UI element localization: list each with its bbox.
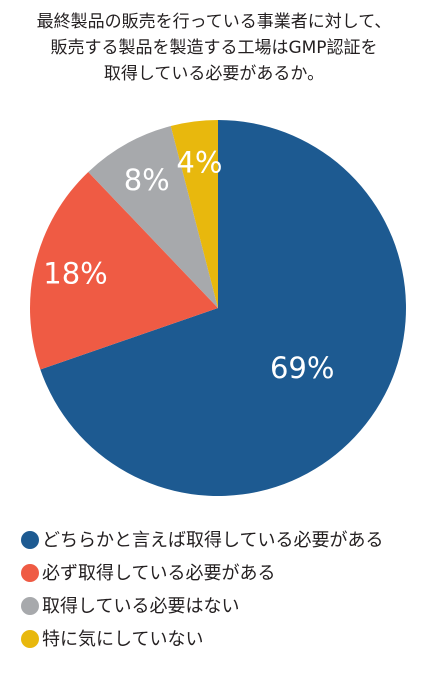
chart-title: 取得している必要があるか。: [104, 64, 324, 84]
legend-label: 取得している必要はない: [42, 596, 239, 617]
value-label: 18%: [43, 256, 107, 290]
chart-title: 最終製品の販売を行っている事業者に対して、: [37, 12, 392, 32]
pie-slice: [170, 120, 218, 308]
chart-title: 販売する製品を製造する工場はGMP認証を: [50, 38, 377, 58]
legend-label: 必ず取得している必要がある: [42, 563, 275, 584]
legend-marker: [21, 630, 39, 648]
value-label: 69%: [270, 351, 334, 385]
value-label: 8%: [124, 163, 170, 197]
pie-slice: [88, 126, 219, 309]
legend-marker: [21, 597, 39, 615]
pie-slice: [29, 171, 218, 370]
pie-slice: [40, 120, 407, 496]
legend-marker: [21, 564, 39, 582]
value-label: 4%: [176, 146, 222, 180]
legend-label: 特に気にしていない: [42, 629, 203, 650]
legend-marker: [21, 531, 39, 549]
legend-label: どちらかと言えば取得している必要がある: [42, 530, 383, 551]
